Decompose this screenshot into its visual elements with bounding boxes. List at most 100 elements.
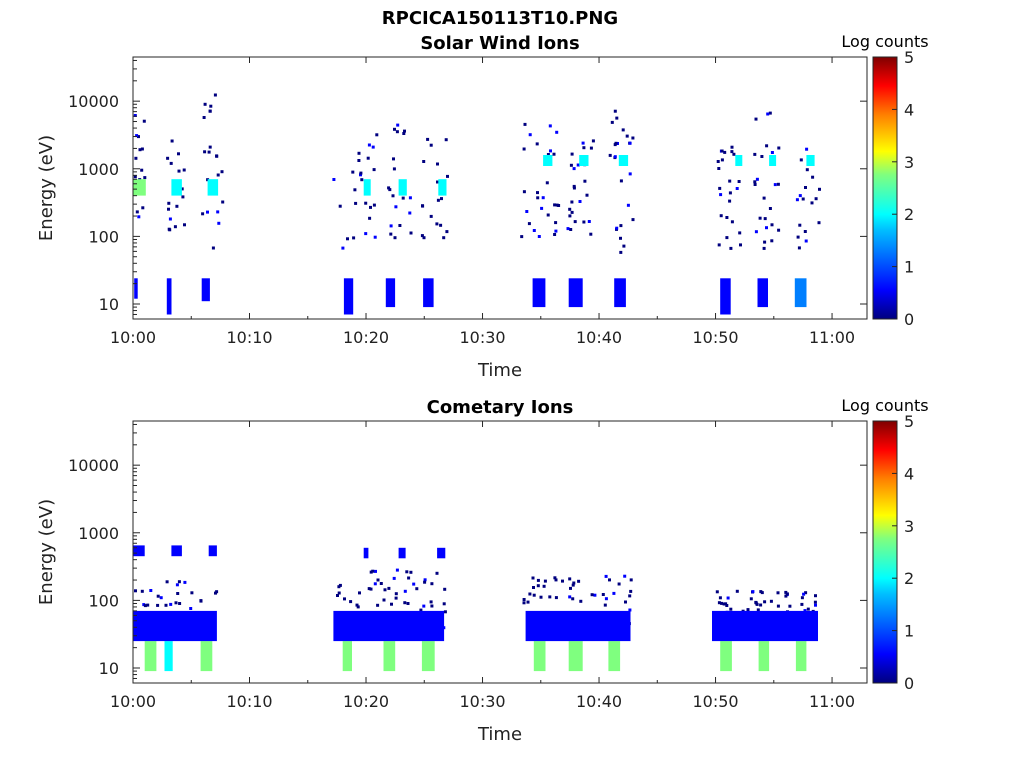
- x-tick-label: 10:10: [226, 328, 272, 347]
- event-pixel: [754, 117, 758, 121]
- colorbar-solar-wind: [872, 56, 898, 320]
- event-pixel: [133, 114, 137, 117]
- event-pixel: [372, 203, 376, 207]
- event-pixel: [548, 595, 552, 599]
- colorbar-tick-label: 3: [904, 517, 914, 536]
- event-pixel: [393, 236, 397, 240]
- event-pixel: [571, 583, 575, 587]
- event-pixel: [376, 603, 380, 607]
- event-pixel: [190, 591, 194, 595]
- y-axis-label-solar-wind: Energy (eV): [36, 135, 57, 241]
- colorbar-tick-label: 3: [904, 153, 914, 172]
- count-block: [735, 155, 743, 166]
- event-pixel: [382, 598, 386, 602]
- event-pixel: [135, 134, 139, 138]
- event-pixel: [753, 152, 757, 156]
- event-pixel: [628, 608, 632, 612]
- event-pixel: [619, 179, 623, 183]
- event-pixel: [349, 600, 353, 604]
- colorbar-label-cometary: Log counts: [841, 396, 928, 415]
- event-pixel: [389, 232, 393, 236]
- count-block: [438, 179, 447, 196]
- event-pixel: [718, 596, 722, 600]
- event-pixel: [523, 122, 527, 126]
- colorbar-ticks-solar-wind: 0 1 2 3 4 5: [892, 48, 914, 329]
- event-pixel: [746, 608, 750, 612]
- event-pixel: [352, 236, 356, 240]
- event-pixel: [536, 196, 540, 200]
- event-pixel: [568, 595, 572, 599]
- event-pixel: [421, 204, 424, 208]
- event-pixel: [631, 218, 635, 222]
- event-pixel: [403, 129, 406, 133]
- y-axis-label-cometary: Energy (eV): [36, 499, 57, 605]
- event-pixel: [777, 146, 781, 150]
- event-pixel: [373, 582, 377, 586]
- event-pixel: [572, 186, 576, 190]
- event-pixel: [180, 187, 184, 191]
- event-pixel: [166, 156, 170, 160]
- event-pixel: [785, 592, 789, 596]
- event-pixel: [590, 593, 594, 597]
- event-pixel: [181, 195, 185, 199]
- event-pixel: [407, 576, 411, 580]
- colorbar-tick-label: 5: [904, 48, 914, 67]
- event-pixel: [555, 130, 559, 134]
- count-block: [618, 155, 629, 166]
- event-pixel: [526, 600, 530, 604]
- event-pixel: [175, 583, 179, 587]
- event-pixel: [572, 581, 576, 585]
- event-pixel: [628, 172, 632, 176]
- event-pixel: [628, 141, 632, 145]
- event-pixel: [628, 594, 632, 598]
- count-block: [363, 547, 369, 559]
- x-tick-label: 10:20: [343, 328, 389, 347]
- event-pixel: [582, 146, 586, 150]
- event-pixel: [735, 589, 739, 593]
- event-pixel: [553, 203, 557, 207]
- event-pixel: [213, 93, 217, 97]
- plot-frame-solar-wind: [132, 56, 868, 320]
- count-block: [794, 278, 807, 308]
- event-pixel: [557, 204, 561, 207]
- event-pixel: [797, 246, 801, 250]
- event-pixel: [768, 111, 772, 115]
- event-pixel: [554, 229, 558, 233]
- event-pixel: [729, 246, 733, 250]
- event-pixel: [717, 243, 721, 247]
- event-pixel: [804, 591, 808, 595]
- x-axis-label-solar-wind: Time: [477, 360, 522, 381]
- event-pixel: [613, 155, 617, 159]
- event-pixel: [814, 594, 817, 598]
- event-pixel: [806, 607, 810, 611]
- event-pixel: [406, 602, 410, 605]
- event-pixel: [391, 194, 395, 198]
- event-pixel: [439, 223, 443, 227]
- event-pixel: [401, 196, 405, 200]
- event-pixel: [169, 161, 173, 165]
- event-pixel: [728, 179, 732, 183]
- colorbar-tick-label: 5: [904, 412, 914, 431]
- event-pixel: [568, 214, 572, 218]
- event-pixel: [390, 602, 393, 606]
- event-pixel: [753, 180, 757, 184]
- event-pixel: [723, 150, 727, 154]
- event-pixel: [805, 147, 809, 151]
- event-pixel: [167, 207, 170, 211]
- event-pixel: [540, 206, 544, 210]
- event-pixel: [522, 601, 526, 605]
- event-pixel: [621, 128, 625, 132]
- event-pixel: [337, 585, 341, 589]
- count-block: [133, 610, 217, 642]
- event-pixel: [784, 590, 788, 594]
- event-pixel: [738, 231, 742, 235]
- event-pixel: [800, 602, 804, 606]
- count-block: [208, 545, 217, 557]
- event-pixel: [368, 216, 372, 220]
- count-block: [133, 545, 145, 557]
- event-pixel: [216, 173, 220, 177]
- count-block: [568, 278, 583, 308]
- event-pixel: [719, 214, 723, 218]
- event-pixel: [770, 151, 774, 154]
- event-pixel: [351, 170, 355, 174]
